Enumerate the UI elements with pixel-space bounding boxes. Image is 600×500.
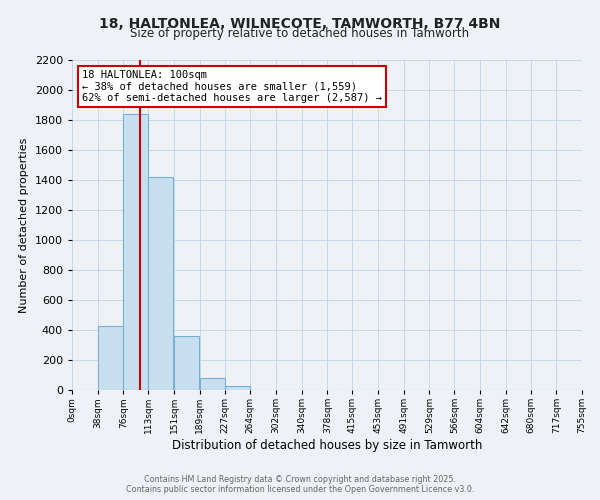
Bar [98, 326, 122, 390]
Bar [148, 177, 173, 390]
X-axis label: Distribution of detached houses by size in Tamworth: Distribution of detached houses by size … [172, 439, 482, 452]
Text: 18, HALTONLEA, WILNECOTE, TAMWORTH, B77 4BN: 18, HALTONLEA, WILNECOTE, TAMWORTH, B77 … [100, 18, 500, 32]
Text: Contains HM Land Registry data © Crown copyright and database right 2025.
Contai: Contains HM Land Registry data © Crown c… [126, 474, 474, 494]
Text: 18 HALTONLEA: 100sqm
← 38% of detached houses are smaller (1,559)
62% of semi-de: 18 HALTONLEA: 100sqm ← 38% of detached h… [82, 70, 382, 103]
Bar [124, 114, 148, 390]
Text: Size of property relative to detached houses in Tamworth: Size of property relative to detached ho… [130, 28, 470, 40]
Y-axis label: Number of detached properties: Number of detached properties [19, 138, 29, 312]
Bar [174, 336, 199, 390]
Bar [200, 378, 224, 390]
Bar [226, 386, 250, 390]
